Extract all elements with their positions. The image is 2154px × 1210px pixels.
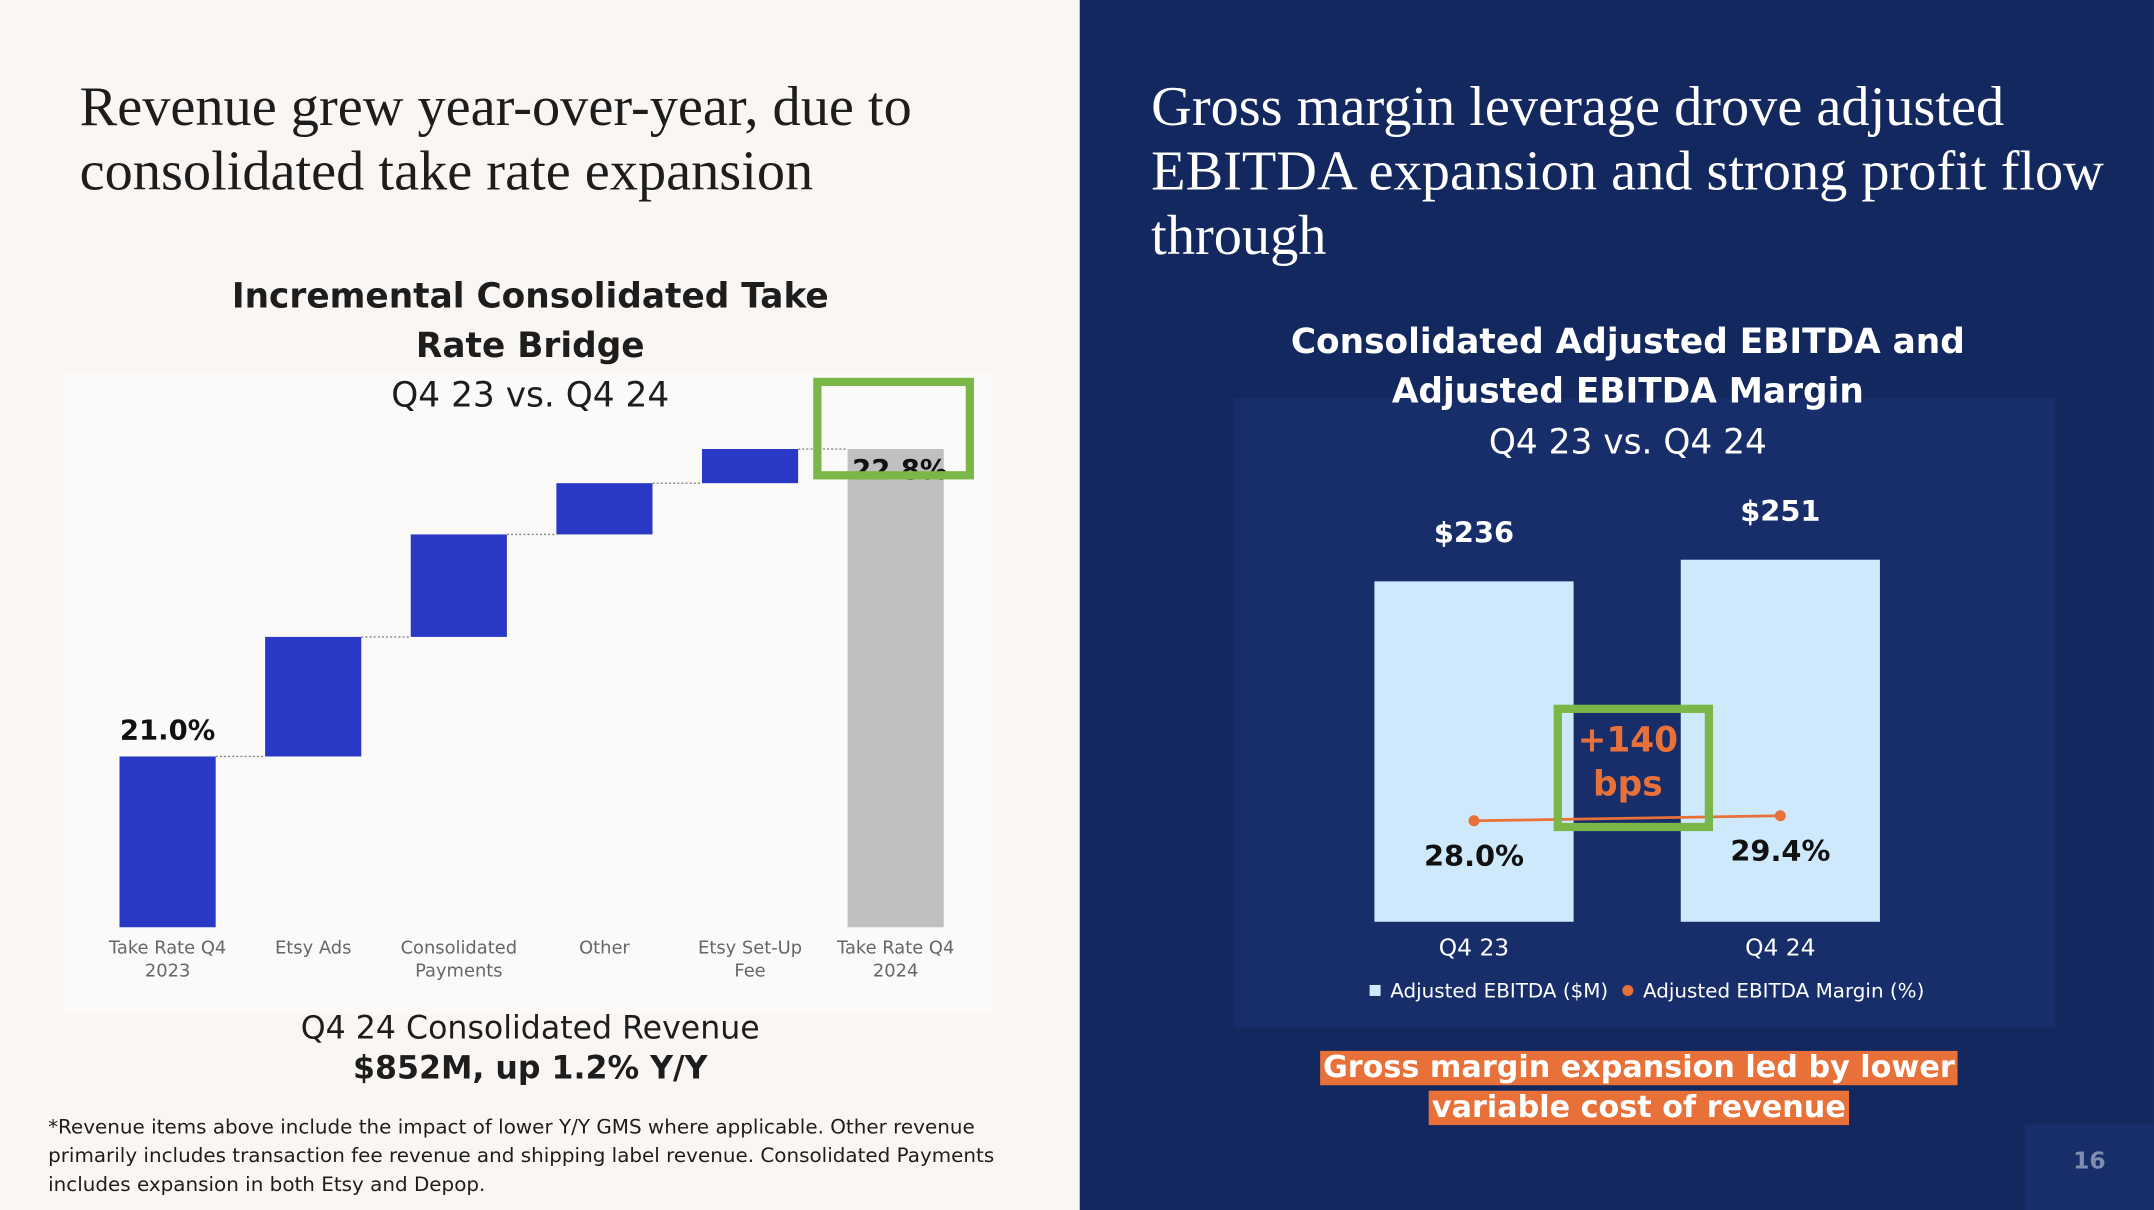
bar	[1680, 559, 1880, 922]
headline: Gross margin leverage drove adjusted EBI…	[1151, 74, 2104, 267]
page-number-box	[2024, 1123, 2154, 1210]
highlight-box	[813, 377, 974, 480]
x-tick-label: Q4 23	[1439, 934, 1509, 962]
legend-marker	[1369, 984, 1381, 996]
chart-subtitle: Q4 23 vs. Q4 24	[391, 375, 670, 415]
bar	[556, 483, 653, 535]
chart-title: Incremental Consolidated Take Rate Bridg…	[231, 276, 829, 366]
value-label: 21.0%	[120, 716, 215, 747]
x-tick-label: Etsy Ads	[275, 938, 352, 959]
x-tick-label: Other	[579, 938, 630, 959]
callout-wrap: Gross margin expansion led by lower vari…	[1319, 1048, 1959, 1128]
annotation: bps	[1593, 764, 1663, 804]
bar	[701, 449, 799, 484]
highlight-box	[1553, 704, 1714, 832]
headline: Revenue grew year-over-year, due to cons…	[79, 74, 912, 202]
callout: Gross margin expansion led by lower vari…	[1320, 1050, 1958, 1126]
legend-label: Adjusted EBITDA Margin (%)	[1643, 979, 1924, 1002]
caption: $852M, up 1.2% Y/Y	[353, 1050, 708, 1087]
x-tick-label: Etsy Set-Up Fee	[698, 938, 803, 983]
legend-label: Adjusted EBITDA ($M)	[1390, 979, 1608, 1002]
chart-title: Consolidated Adjusted EBITDA and Adjuste…	[1290, 321, 1965, 411]
page-number: 16	[2073, 1147, 2105, 1175]
annotation: +140	[1578, 720, 1678, 760]
value-label: 29.4%	[1730, 834, 1830, 868]
bar	[265, 636, 362, 757]
bar	[1374, 581, 1574, 922]
waterfall-chart: 21.0% 22.8%	[119, 448, 947, 928]
x-tick-label: Consolidated Payments	[400, 938, 518, 983]
bar	[847, 449, 944, 928]
x-tick-label: Q4 24	[1745, 934, 1815, 962]
value-label: $251	[1740, 494, 1820, 528]
value-label: 22.8%	[852, 455, 947, 486]
footnote: *Revenue items above include the impact …	[48, 1116, 995, 1197]
line	[1473, 814, 1781, 823]
x-tick-label: Take Rate Q4 2024	[837, 938, 955, 983]
caption: Q4 24 Consolidated Revenue	[300, 1011, 760, 1047]
x-tick-label: Take Rate Q4 2023	[108, 938, 227, 983]
marker	[1774, 810, 1786, 822]
value-label: $236	[1434, 516, 1514, 550]
bar	[410, 534, 507, 637]
bar	[119, 756, 216, 928]
legend-marker	[1622, 984, 1634, 996]
marker	[1468, 815, 1480, 827]
chart-subtitle: Q4 23 vs. Q4 24	[1488, 421, 1767, 462]
value-label: 28.0%	[1424, 839, 1524, 873]
